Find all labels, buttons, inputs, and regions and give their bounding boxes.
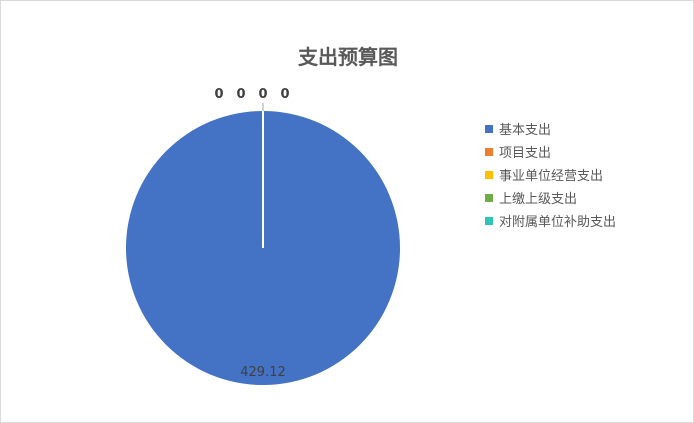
legend-item: 事业单位经营支出: [485, 163, 616, 186]
legend-item: 对附属单位补助支出: [485, 209, 616, 232]
legend-swatch: [485, 193, 493, 202]
data-label: 0: [258, 87, 267, 102]
legend-item: 项目支出: [485, 140, 616, 163]
chart-title: 支出预算图: [298, 45, 398, 69]
legend-item: 上缴上级支出: [485, 186, 616, 209]
legend: 基本支出项目支出事业单位经营支出 上缴上级支出对附属单位补助支出: [485, 117, 616, 232]
data-label: 0: [214, 87, 223, 102]
data-label: 429.12: [240, 365, 286, 380]
legend-swatch: [485, 147, 493, 156]
legend-item: 基本支出: [485, 117, 616, 140]
legend-label: 上缴上级支出: [499, 192, 578, 207]
legend-label: 对附属单位补助支出: [499, 215, 617, 230]
data-label: 0: [280, 87, 289, 102]
data-label: 0: [236, 87, 245, 102]
legend-swatch: [485, 216, 493, 225]
legend-label: 事业单位经营支出: [499, 169, 604, 184]
legend-swatch: [485, 124, 493, 133]
legend-label: 基本支出: [499, 123, 552, 138]
legend-swatch: [485, 170, 493, 179]
legend-label: 项目支出: [499, 146, 552, 161]
